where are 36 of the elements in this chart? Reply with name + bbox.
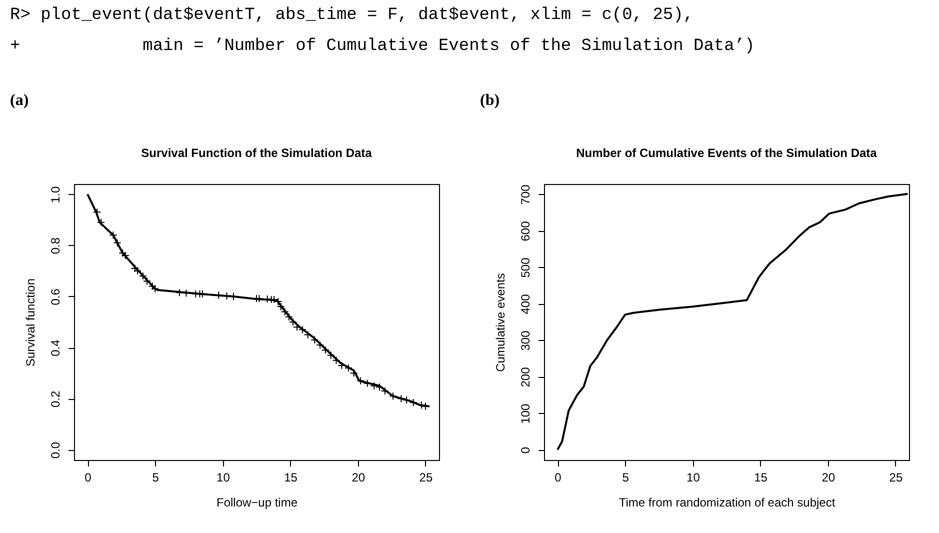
chart-title: Number of Cumulative Events of the Simulation Data — [576, 146, 878, 160]
x-tick-label: 25 — [419, 470, 433, 484]
x-tick-label: 10 — [686, 470, 700, 484]
y-tick-label: 700 — [518, 184, 532, 205]
y-axis-title: Cumulative events — [494, 273, 508, 372]
y-tick-label: 1.0 — [48, 186, 62, 204]
x-tick-label: 15 — [284, 470, 298, 484]
x-tick-label: 0 — [554, 470, 562, 484]
x-tick-label: 10 — [216, 470, 230, 484]
y-tick-label: 0.8 — [48, 237, 62, 254]
y-tick-label: 0.6 — [48, 288, 62, 306]
text: (a) — [10, 92, 30, 111]
x-tick-label: 5 — [622, 470, 630, 484]
text: + main = ’Number of Cumulative Events of the Simulation Data’) — [10, 36, 755, 58]
x-tick-label: 15 — [754, 470, 768, 484]
y-tick-label: 600 — [518, 220, 532, 242]
text: R> plot_event(dat$eventT, abs_time = F, dat$event, xlim = c(0, 25), — [10, 5, 695, 27]
x-tick-label: 20 — [822, 470, 836, 484]
text: (b) — [480, 92, 501, 111]
x-tick-label: 20 — [352, 470, 366, 484]
x-axis-title: Follow−up time — [216, 496, 298, 510]
x-tick-label: 25 — [889, 470, 903, 484]
y-tick-label: 0 — [518, 446, 532, 454]
x-tick-label: 0 — [84, 470, 92, 484]
y-axis-title: Survival function — [24, 278, 38, 367]
y-tick-label: 0.2 — [48, 390, 62, 408]
y-tick-label: 0.0 — [48, 442, 62, 459]
y-tick-label: 500 — [518, 257, 532, 278]
y-tick-label: 100 — [518, 403, 532, 424]
x-axis-title: Time from randomization of each subject — [618, 496, 836, 510]
y-tick-label: 300 — [518, 330, 532, 351]
y-tick-label: 0.4 — [48, 339, 62, 356]
x-tick-label: 5 — [152, 470, 160, 484]
chart-title: Survival Function of the Simulation Data — [141, 146, 372, 160]
y-tick-label: 200 — [518, 366, 532, 388]
y-tick-label: 400 — [518, 294, 532, 314]
